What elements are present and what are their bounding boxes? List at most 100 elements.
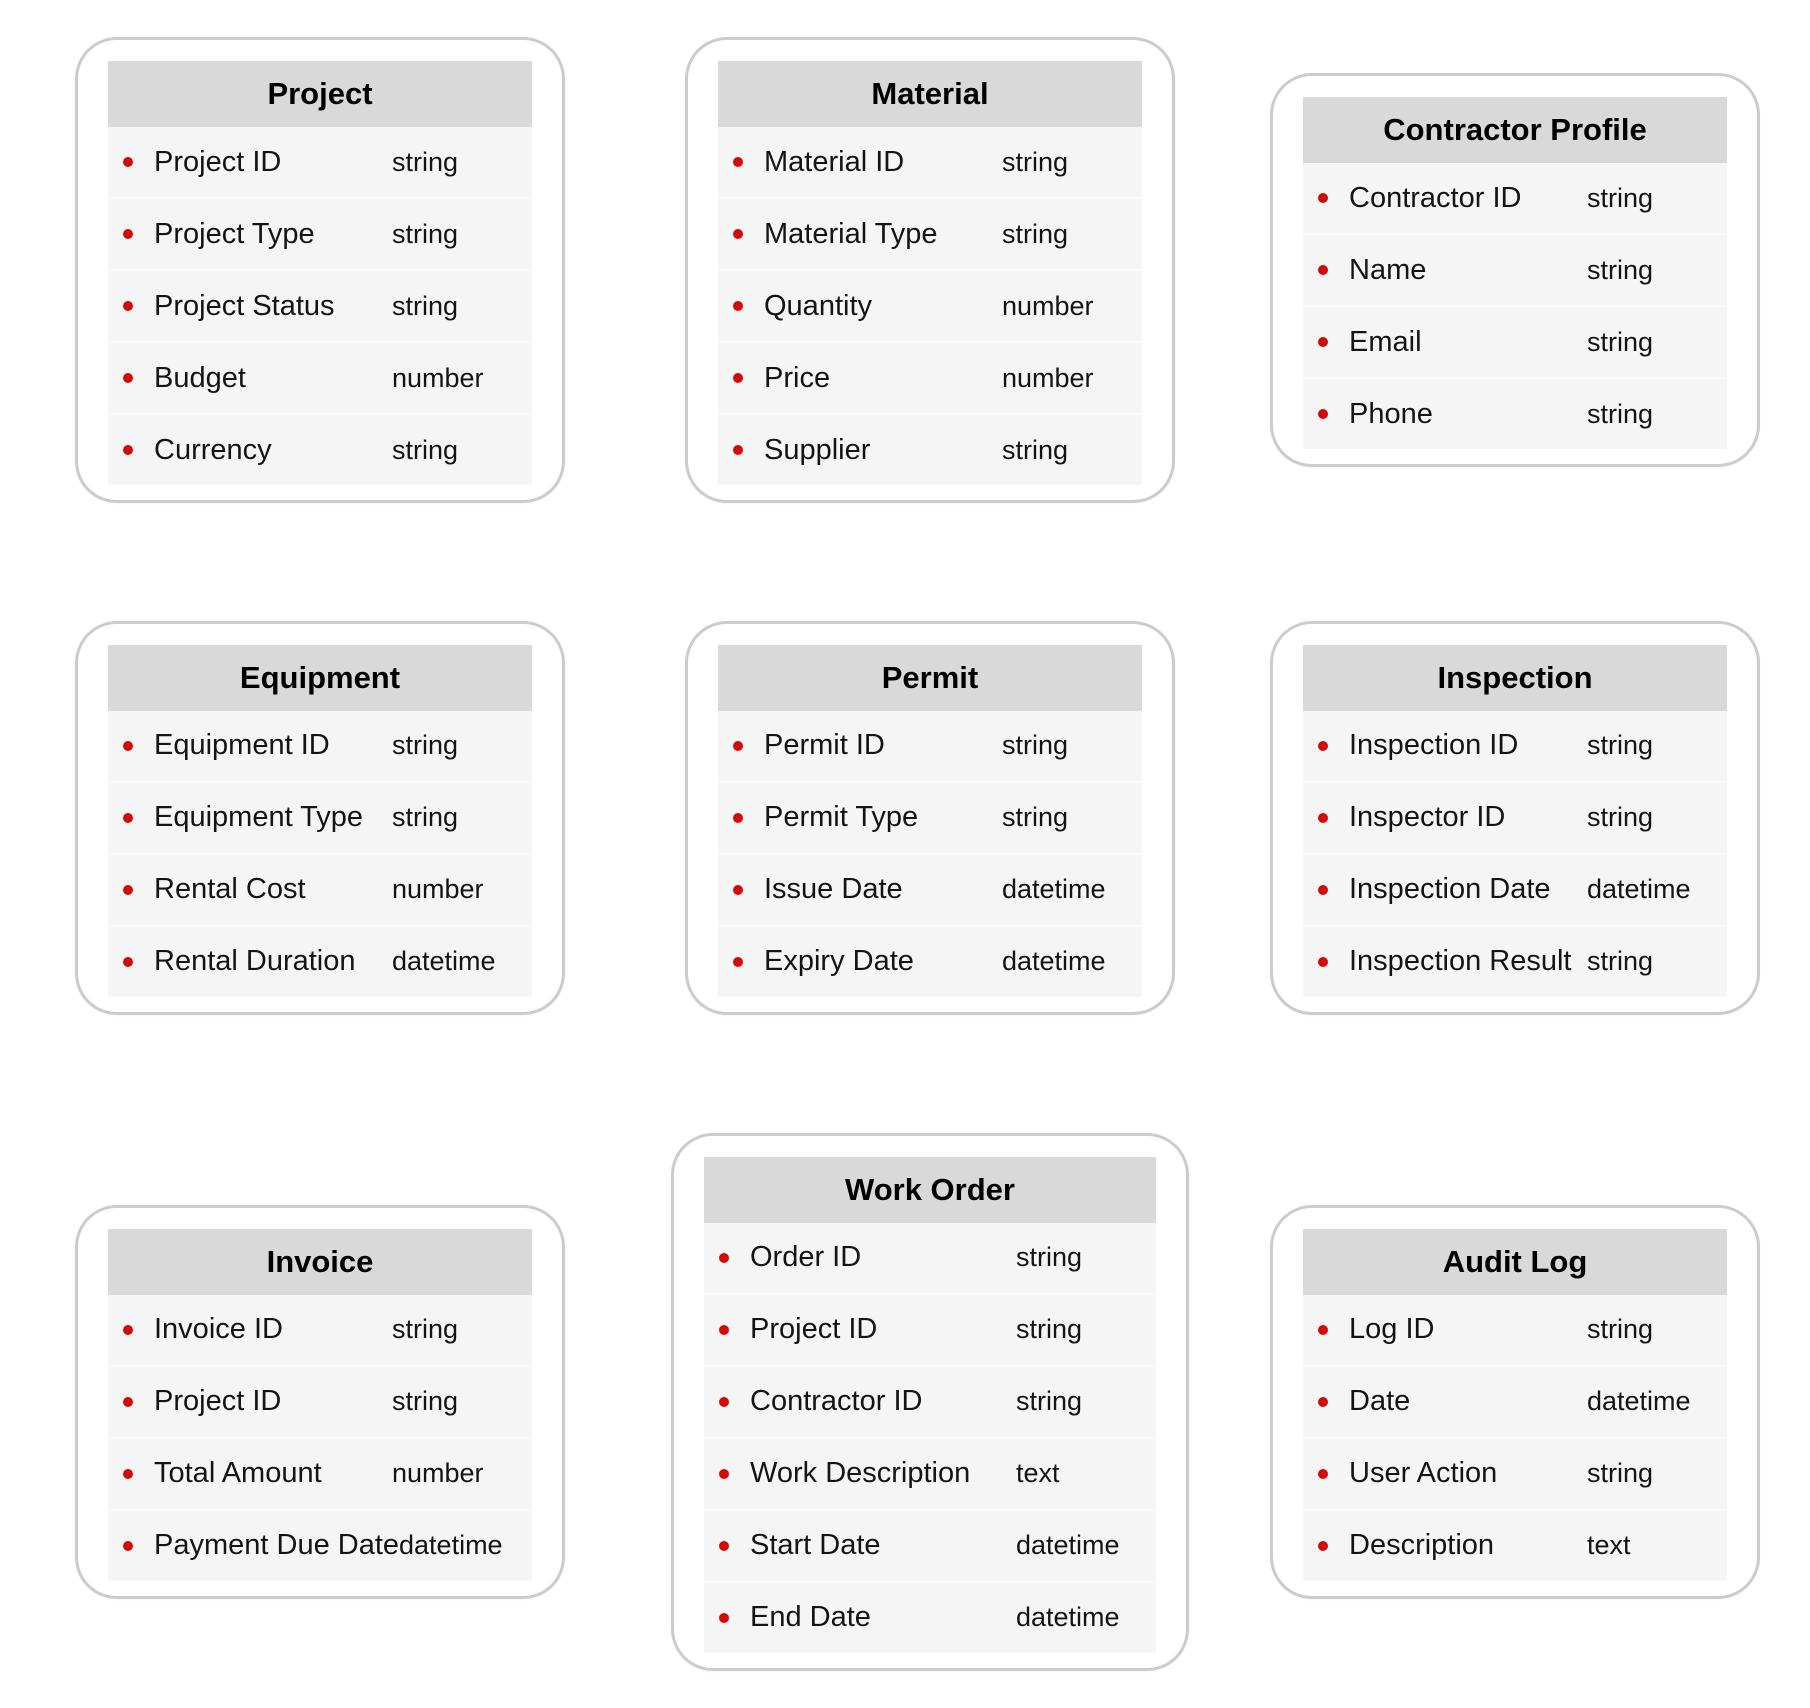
field-name: Permit ID <box>764 729 885 761</box>
field-name: Material Type <box>764 217 938 250</box>
field-row: Material Type string <box>718 197 1142 269</box>
field-row: Inspection ID string <box>1303 710 1727 781</box>
field-row: Budget number <box>108 341 532 413</box>
field-type: string <box>1587 182 1654 213</box>
entity-title: Work Order <box>704 1156 1156 1223</box>
bullet-icon <box>733 301 743 311</box>
bullet-icon <box>719 1612 729 1623</box>
field-row: Name string <box>1303 233 1727 305</box>
field-type: string <box>1587 802 1654 832</box>
field-row: Inspection Result string <box>1303 924 1727 997</box>
field-row: Total Amount number <box>108 1436 532 1509</box>
field-row: Payment Due Date datetime <box>108 1508 532 1581</box>
field-row: Contractor ID string <box>704 1364 1156 1437</box>
bullet-icon <box>733 373 743 383</box>
field-type: datetime <box>1016 1602 1120 1632</box>
field-name: Issue Date <box>764 873 903 905</box>
field-name: Project Type <box>154 217 315 250</box>
bullet-icon <box>719 1252 729 1263</box>
field-name: Contractor ID <box>1349 181 1522 214</box>
field-type: string <box>392 434 459 465</box>
field-type: datetime <box>1587 874 1691 904</box>
field-row: Project Type string <box>108 197 532 269</box>
entity-field-list: Log ID string Date datetime User Action … <box>1303 1294 1727 1581</box>
field-row: Project ID string <box>108 1364 532 1437</box>
field-name: Email <box>1349 325 1422 358</box>
field-type: string <box>1002 218 1069 249</box>
bullet-icon <box>1318 1468 1328 1479</box>
field-name: Phone <box>1349 397 1433 430</box>
field-type: number <box>392 362 484 393</box>
entity-table: Contractor Profile Contractor ID string … <box>1303 97 1727 449</box>
field-type: string <box>392 1314 459 1344</box>
field-name: Supplier <box>764 433 871 466</box>
field-row: Material ID string <box>718 127 1142 197</box>
field-name: User Action <box>1349 1457 1498 1489</box>
field-row: Inspection Date datetime <box>1303 852 1727 925</box>
field-name: Currency <box>154 433 272 466</box>
bullet-icon <box>123 1540 133 1551</box>
diagram-grid-cell: Work Order Order ID string Project ID st… <box>640 1095 1220 1708</box>
field-name: Order ID <box>750 1241 862 1273</box>
diagram-grid-cell: Audit Log Log ID string Date datetime Us… <box>1220 1095 1810 1708</box>
field-type: datetime <box>1002 874 1106 904</box>
entity-title: Permit <box>718 644 1142 711</box>
entity-title: Inspection <box>1303 644 1727 711</box>
field-name: Expiry Date <box>764 945 914 977</box>
diagram-grid-cell: Contractor Profile Contractor ID string … <box>1220 0 1810 540</box>
bullet-icon <box>733 956 743 967</box>
bullet-icon <box>1318 1540 1328 1551</box>
bullet-icon <box>123 1396 133 1407</box>
field-row: Permit Type string <box>718 780 1142 853</box>
entity-table: Invoice Invoice ID string Project ID str… <box>108 1228 532 1581</box>
bullet-icon <box>123 812 133 823</box>
bullet-icon <box>733 445 743 455</box>
bullet-icon <box>1318 409 1328 419</box>
field-type: datetime <box>392 946 496 976</box>
field-type: string <box>1002 802 1069 832</box>
field-type: string <box>392 730 459 760</box>
field-type: datetime <box>1587 1386 1691 1416</box>
field-name: End Date <box>750 1601 871 1633</box>
field-type: number <box>392 874 484 904</box>
entity-table: Audit Log Log ID string Date datetime Us… <box>1303 1228 1727 1581</box>
field-row: User Action string <box>1303 1436 1727 1509</box>
field-row: Start Date datetime <box>704 1508 1156 1581</box>
diagram-grid-cell: Project Project ID string Project Type s… <box>0 0 640 540</box>
field-type: string <box>1587 326 1654 357</box>
entity-card-contractor-profile: Contractor Profile Contractor ID string … <box>1270 73 1760 467</box>
entity-card-equipment: Equipment Equipment ID string Equipment … <box>75 620 565 1015</box>
bullet-icon <box>733 157 743 167</box>
field-row: Permit ID string <box>718 710 1142 781</box>
bullet-icon <box>123 229 133 239</box>
field-row: Description text <box>1303 1508 1727 1581</box>
field-name: Name <box>1349 253 1427 286</box>
bullet-icon <box>719 1468 729 1479</box>
bullet-icon <box>123 445 133 455</box>
entity-field-list: Inspection ID string Inspector ID string… <box>1303 710 1727 997</box>
field-type: string <box>1002 146 1069 177</box>
bullet-icon <box>1318 884 1328 895</box>
bullet-icon <box>123 157 133 167</box>
bullet-icon <box>733 740 743 751</box>
field-name: Inspection Date <box>1349 873 1551 905</box>
bullet-icon <box>733 884 743 895</box>
field-row: Equipment Type string <box>108 780 532 853</box>
bullet-icon <box>1318 193 1328 203</box>
field-name: Total Amount <box>154 1457 322 1489</box>
diagram-grid-cell: Inspection Inspection ID string Inspecto… <box>1220 540 1810 1095</box>
bullet-icon <box>123 1468 133 1479</box>
bullet-icon <box>123 301 133 311</box>
field-type: string <box>1587 254 1654 285</box>
field-name: Project ID <box>750 1313 878 1345</box>
entity-field-list: Invoice ID string Project ID string Tota… <box>108 1294 532 1581</box>
field-name: Rental Cost <box>154 873 306 905</box>
bullet-icon <box>733 812 743 823</box>
entity-title: Project <box>108 61 532 127</box>
entity-table: Material Material ID string Material Typ… <box>718 61 1142 485</box>
bullet-icon <box>123 1324 133 1335</box>
field-row: Date datetime <box>1303 1364 1727 1437</box>
field-type: text <box>1587 1530 1631 1560</box>
field-name: Work Description <box>750 1457 971 1489</box>
